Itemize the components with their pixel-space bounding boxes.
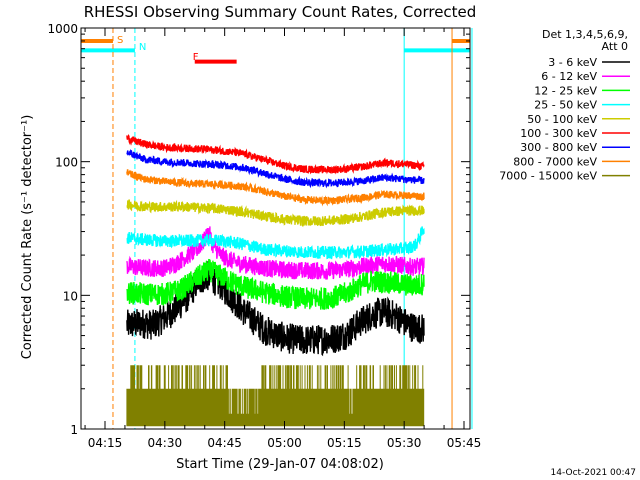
annotation-n: N: [139, 42, 146, 53]
legend-label-1: 6 - 12 keV: [541, 70, 597, 83]
y-tick-label-1000: 1000: [47, 22, 78, 36]
axis-ticks: 04:15 04:30 04:45 05:00 05:15 05:30 05:45 1 10 10…: [47, 22, 481, 450]
y-tick-label-10: 10: [63, 289, 78, 303]
x-axis-label: Start Time (29-Jan-07 04:08:02): [176, 457, 384, 472]
x-tick-label-0445: 04:45: [207, 436, 242, 450]
x-tick-label-0545: 05:45: [447, 436, 482, 450]
series-50-100-kev: [126, 199, 425, 228]
legend-header-0: Det 1,3,4,5,6,9,: [542, 28, 628, 41]
legend-label-2: 12 - 25 keV: [534, 84, 597, 97]
legend-header-1: Att 0: [602, 40, 628, 53]
series-100-300-kev: [126, 133, 425, 175]
legend-label-4: 50 - 100 keV: [527, 113, 597, 126]
annotation-f: F: [193, 52, 199, 63]
y-axis-label: Corrected Count Rate (s⁻¹ detector⁻¹): [20, 115, 35, 360]
footer-date: 14-Oct-2021 00:47: [551, 468, 636, 478]
flag-annotations: S N F: [117, 35, 199, 63]
series-300-800-kev: [126, 149, 425, 189]
legend-label-5: 100 - 300 keV: [520, 127, 597, 140]
legend-label-0: 3 - 6 keV: [548, 56, 597, 69]
series-800-7000-kev: [126, 169, 425, 207]
x-tick-label-0430: 04:30: [148, 436, 183, 450]
x-tick-label-0515: 05:15: [327, 436, 362, 450]
series-lines: [126, 133, 425, 427]
series-3-6-kev: [126, 260, 425, 357]
legend-label-8: 7000 - 15000 keV: [499, 170, 597, 183]
legend-label-7: 800 - 7000 keV: [513, 155, 597, 168]
y-tick-label-100: 100: [55, 156, 78, 170]
series-12-25-kev: [126, 258, 425, 310]
x-tick-label-0415: 04:15: [88, 436, 123, 450]
legend-label-6: 300 - 800 keV: [520, 141, 597, 154]
series-25-50-kev: [126, 226, 425, 260]
chart-title: RHESSI Observing Summary Count Rates, Co…: [84, 3, 477, 21]
x-tick-label-0500: 05:00: [267, 436, 302, 450]
mode-vlines: [112, 28, 473, 429]
y-tick-label-1: 1: [70, 423, 78, 437]
series-7000-15000-kev: [126, 365, 425, 427]
annotation-s: S: [117, 35, 123, 46]
x-tick-label-0530: 05:30: [387, 436, 422, 450]
legend-label-3: 25 - 50 keV: [534, 99, 597, 112]
flag-bars: [81, 38, 470, 64]
plot-frame: [80, 27, 471, 430]
series-6-12-kev: [126, 226, 425, 280]
